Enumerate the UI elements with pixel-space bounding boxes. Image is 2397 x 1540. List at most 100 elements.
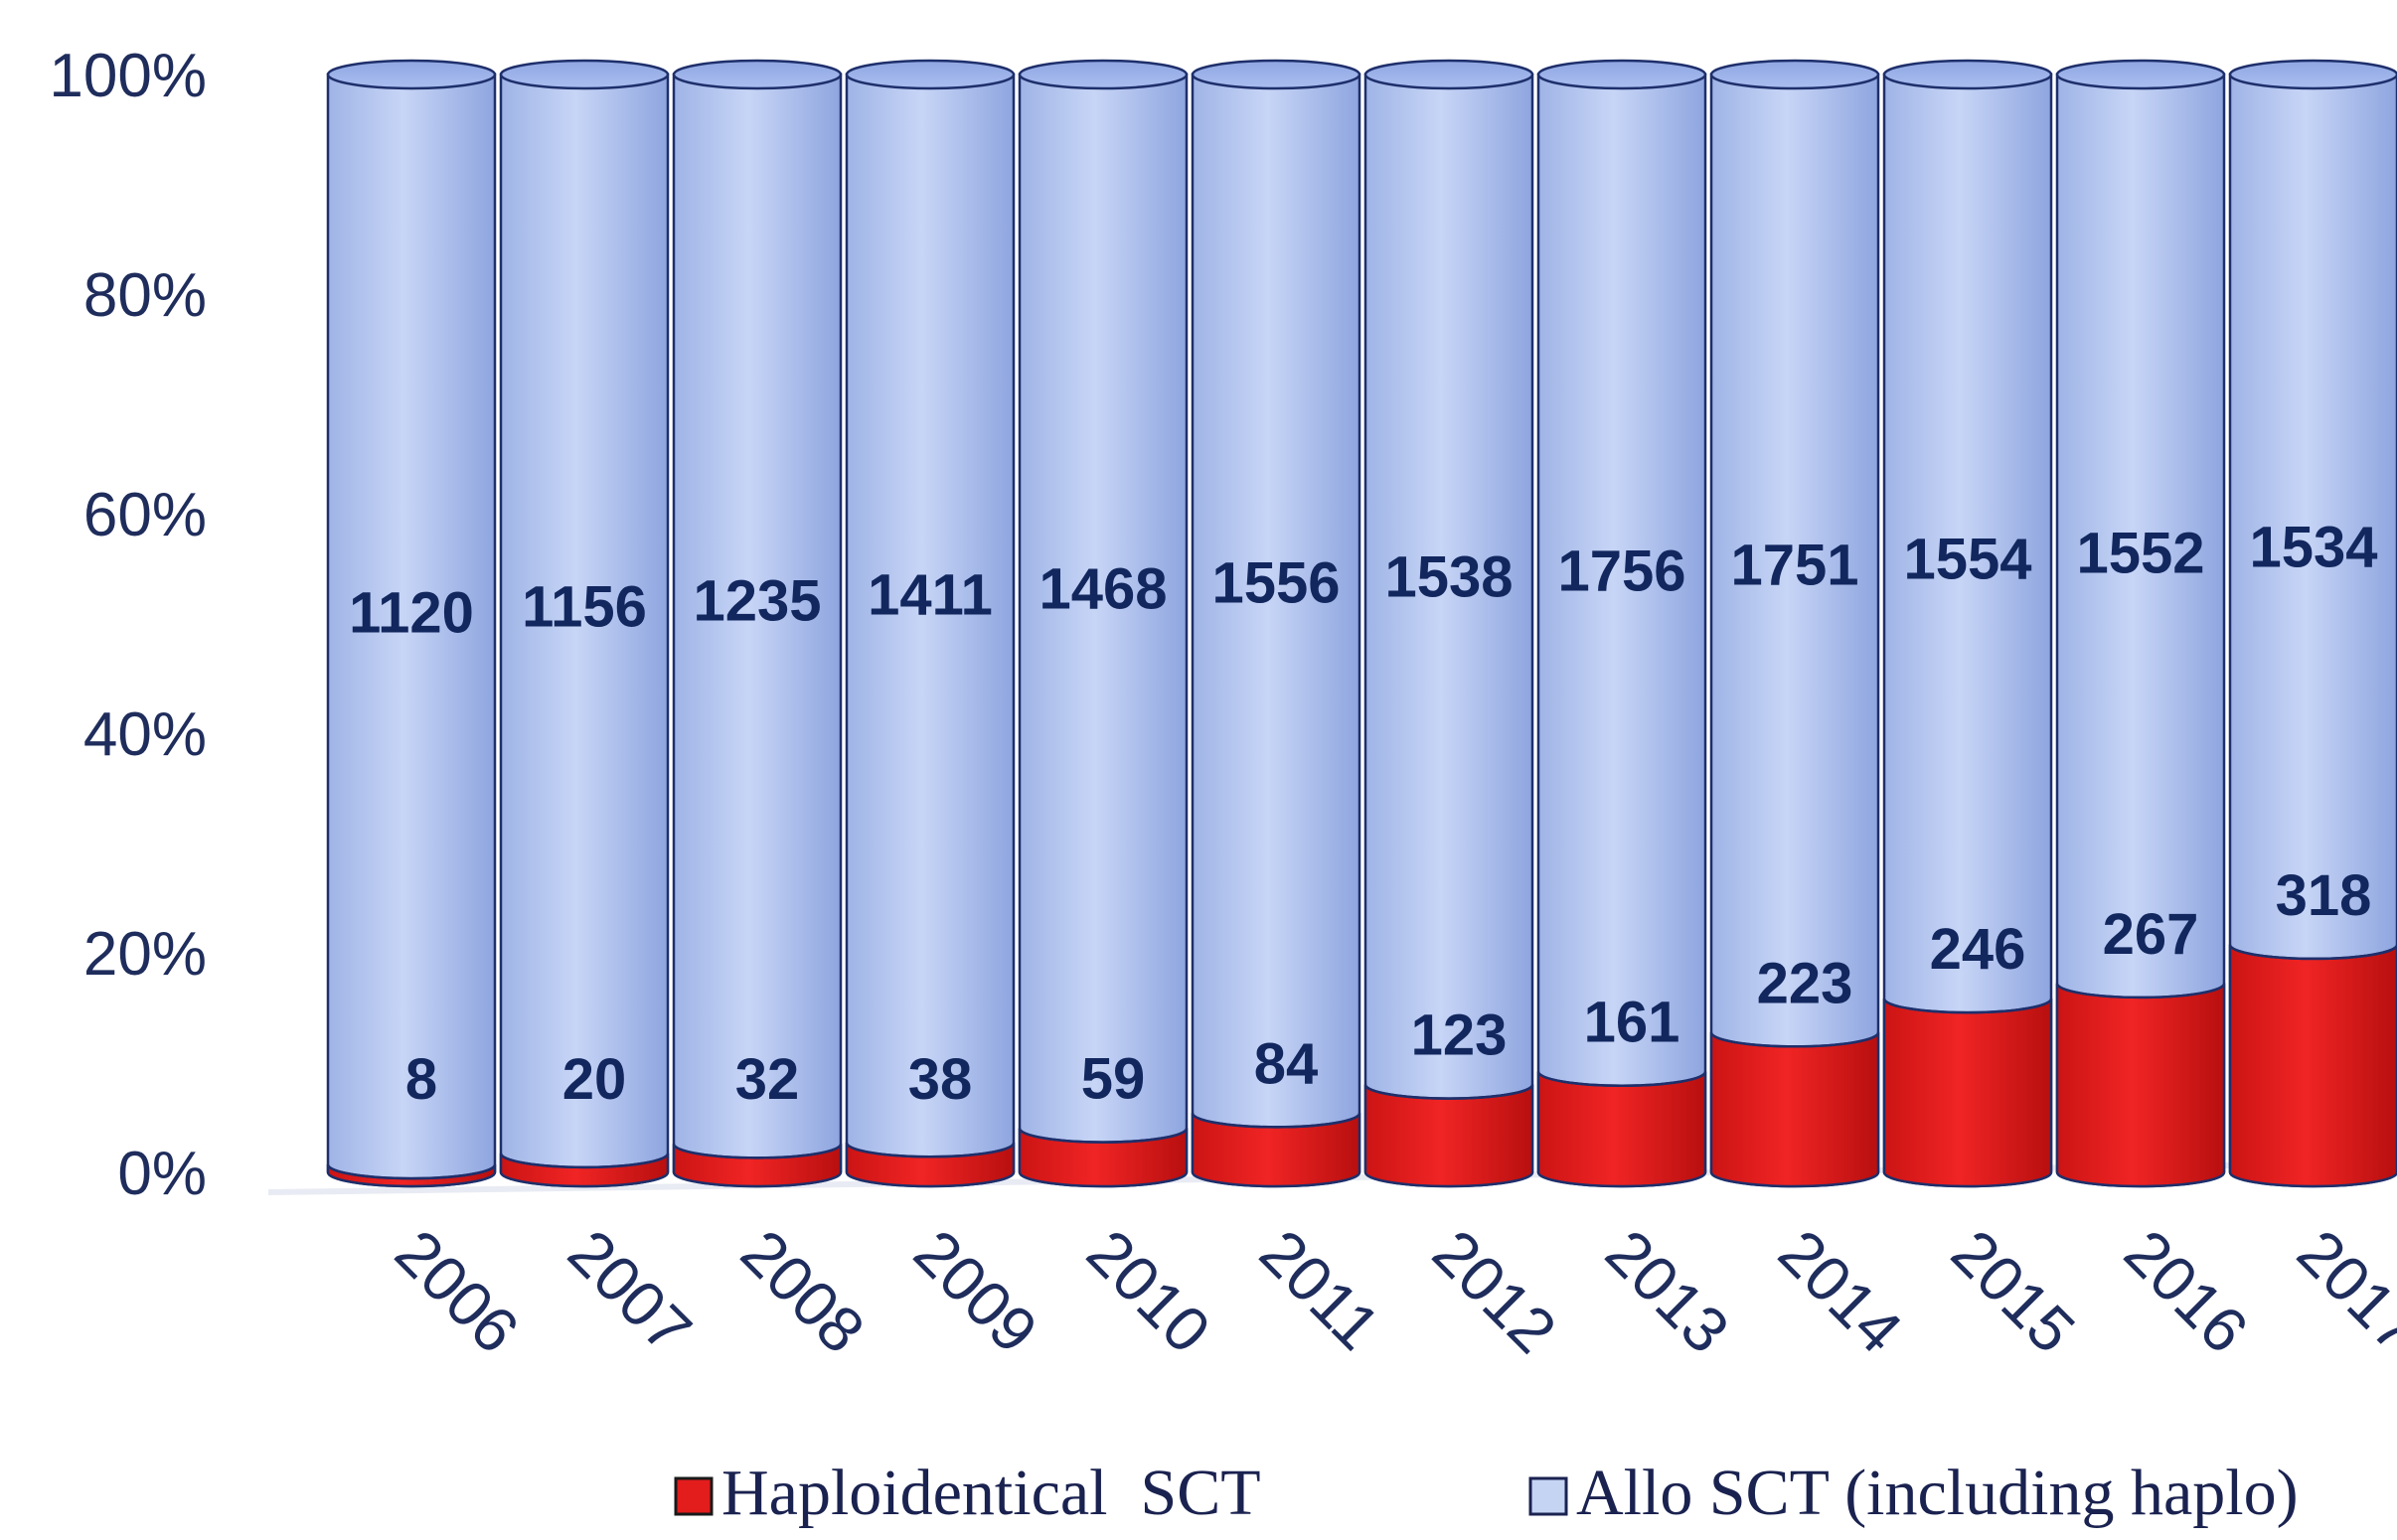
data-label-allo-2010: 1468 (1039, 556, 1167, 621)
data-label-allo-2011: 1556 (1211, 550, 1340, 615)
bar-top-2006 (326, 59, 497, 90)
y-tick-label: 80% (83, 261, 207, 330)
data-label-allo-2008: 1235 (693, 568, 821, 633)
x-tick-label: 2017 (2284, 1216, 2397, 1367)
x-tick-label: 2012 (1419, 1216, 1570, 1367)
bar-2017: 1534 318 (2228, 59, 2397, 1188)
y-axis: 0% 20% 40% 60% 80% 100% (49, 42, 207, 1208)
bar-top-2017 (2228, 59, 2397, 90)
bar-top-2016 (2055, 59, 2226, 90)
x-tick-label: 2014 (1765, 1216, 1916, 1367)
bar-haplo-edge-2008 (672, 1144, 843, 1159)
data-label-haplo-2016: 267 (2103, 902, 2199, 967)
bar-haplo-edge-2014 (1709, 1031, 1880, 1048)
bar-haplo-edge-2009 (845, 1142, 1016, 1158)
bar-top-2013 (1536, 59, 1707, 90)
bar-haplo-edge-2013 (1536, 1071, 1707, 1087)
plot-area: 1120811562012353214113814685915568415381… (267, 59, 2397, 1195)
bar-haplo-edge-2017 (2228, 944, 2397, 961)
bar-top-2015 (1882, 59, 2053, 90)
bar-allo-2010 (1018, 73, 1189, 1188)
bar-allo-2009 (845, 73, 1016, 1188)
y-tick-label: 0% (117, 1140, 207, 1208)
data-label-haplo-2009: 38 (908, 1047, 973, 1112)
bar-haplo-edge-2015 (1882, 998, 2053, 1014)
bar-2010: 1468 59 (1018, 59, 1189, 1188)
data-label-allo-2009: 1411 (868, 562, 993, 627)
data-label-haplo-2017: 318 (2276, 863, 2372, 928)
x-axis: 2006 2007 2008 2009 2010 2011 2012 2013 2014 2015… (382, 1216, 2397, 1367)
bar-2013: 1756 161 (1536, 59, 1707, 1188)
bar-top-2008 (672, 59, 843, 90)
data-label-haplo-2013: 161 (1584, 991, 1680, 1055)
bar-2015: 1554 246 (1882, 59, 2053, 1188)
data-label-haplo-2007: 20 (562, 1047, 627, 1112)
x-tick-label: 2013 (1592, 1216, 1743, 1367)
data-label-allo-2015: 1554 (1903, 527, 2031, 591)
bar-top-2007 (499, 59, 670, 90)
bar-haplo-edge-2010 (1018, 1128, 1189, 1144)
x-tick-label: 2016 (2111, 1216, 2262, 1367)
bar-haplo-2017 (2228, 944, 2397, 1188)
bar-allo-2011 (1191, 73, 1361, 1188)
data-label-haplo-2010: 59 (1081, 1047, 1146, 1112)
data-label-allo-2014: 1751 (1730, 533, 1858, 597)
bar-2011: 1556 84 (1191, 59, 1361, 1188)
bar-2006: 1120 8 (326, 59, 497, 1188)
bar-2009: 1411 38 (845, 59, 1016, 1188)
legend: Haploidentical SCT Allo SCT (including ha… (674, 1457, 2299, 1529)
x-tick-label: 2006 (382, 1216, 533, 1367)
bar-2014: 1751 223 (1709, 59, 1880, 1188)
data-label-allo-2006: 1120 (349, 580, 474, 645)
bar-haplo-edge-2012 (1363, 1084, 1534, 1100)
bar-haplo-2014 (1709, 1031, 1880, 1188)
bar-haplo-2015 (1882, 998, 2053, 1188)
data-label-allo-2017: 1534 (2249, 515, 2377, 579)
bar-haplo-edge-2016 (2055, 983, 2226, 1000)
data-label-haplo-2012: 123 (1411, 1003, 1508, 1068)
bar-top-2009 (845, 59, 1016, 90)
bar-haplo-2016 (2055, 983, 2226, 1188)
data-label-haplo-2008: 32 (735, 1047, 800, 1112)
bar-2008: 1235 32 (672, 59, 843, 1188)
data-label-haplo-2006: 8 (405, 1047, 437, 1112)
x-tick-label: 2010 (1073, 1216, 1224, 1367)
y-tick-label: 40% (83, 700, 207, 769)
legend-item-allo: Allo SCT (including haplo) (1528, 1457, 2299, 1529)
data-label-allo-2012: 1538 (1384, 544, 1513, 609)
data-label-haplo-2014: 223 (1757, 951, 1853, 1015)
data-label-haplo-2015: 246 (1930, 917, 2026, 982)
data-label-allo-2016: 1552 (2076, 521, 2204, 585)
bar-haplo-2013 (1536, 1071, 1707, 1188)
bar-2012: 1538 123 (1363, 59, 1534, 1188)
data-label-allo-2013: 1756 (1557, 539, 1685, 603)
bar-haplo-edge-2011 (1191, 1113, 1361, 1129)
legend-item-haplo: Haploidentical SCT (674, 1457, 1261, 1529)
data-label-haplo-2011: 84 (1254, 1031, 1319, 1096)
legend-swatch (1528, 1476, 1568, 1516)
bar-allo-2014 (1709, 73, 1880, 1188)
legend-label: Allo SCT (including haplo) (1576, 1457, 2299, 1529)
bar-2007: 1156 20 (499, 59, 670, 1188)
y-tick-label: 100% (49, 42, 207, 110)
legend-swatch (674, 1476, 714, 1516)
y-tick-label: 60% (83, 481, 207, 549)
bar-haplo-2012 (1363, 1084, 1534, 1188)
y-tick-label: 20% (83, 920, 207, 989)
bar-top-2014 (1709, 59, 1880, 90)
legend-label: Haploidentical SCT (721, 1457, 1261, 1529)
bar-haplo-edge-2007 (499, 1153, 670, 1169)
x-tick-label: 2015 (1938, 1216, 2089, 1367)
x-tick-label: 2009 (900, 1216, 1051, 1367)
x-tick-label: 2007 (555, 1216, 706, 1367)
data-label-allo-2007: 1156 (522, 574, 647, 639)
bar-top-2010 (1018, 59, 1189, 90)
x-tick-label: 2011 (1246, 1216, 1393, 1363)
bar-top-2011 (1191, 59, 1361, 90)
bar-top-2012 (1363, 59, 1534, 90)
bar-haplo-edge-2006 (326, 1163, 497, 1180)
x-tick-label: 2008 (727, 1216, 879, 1367)
bar-2016: 1552 267 (2055, 59, 2226, 1188)
